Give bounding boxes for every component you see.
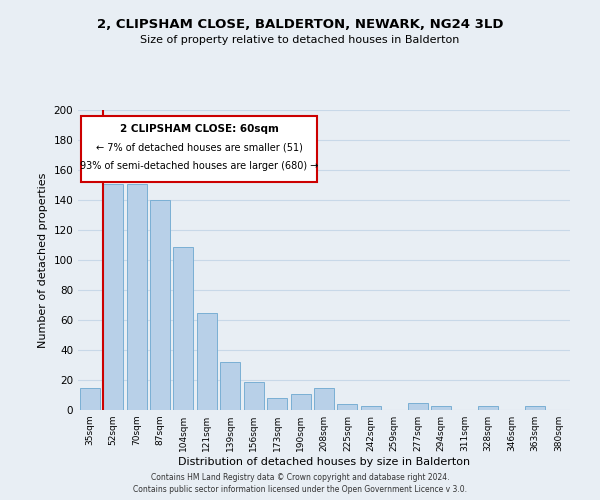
Text: 2, CLIPSHAM CLOSE, BALDERTON, NEWARK, NG24 3LD: 2, CLIPSHAM CLOSE, BALDERTON, NEWARK, NG… <box>97 18 503 30</box>
Y-axis label: Number of detached properties: Number of detached properties <box>38 172 48 348</box>
Bar <box>103 184 123 410</box>
Bar <box>173 246 193 410</box>
Bar <box>267 398 287 410</box>
Bar <box>150 200 170 410</box>
Bar <box>525 406 545 410</box>
Bar <box>80 388 100 410</box>
Bar <box>127 184 146 410</box>
X-axis label: Distribution of detached houses by size in Balderton: Distribution of detached houses by size … <box>178 457 470 467</box>
Text: Size of property relative to detached houses in Balderton: Size of property relative to detached ho… <box>140 35 460 45</box>
Bar <box>361 406 381 410</box>
Bar <box>197 312 217 410</box>
Bar <box>478 406 498 410</box>
Bar <box>290 394 311 410</box>
Bar <box>220 362 240 410</box>
Text: ← 7% of detached houses are smaller (51): ← 7% of detached houses are smaller (51) <box>95 142 302 152</box>
Text: Contains HM Land Registry data © Crown copyright and database right 2024.: Contains HM Land Registry data © Crown c… <box>151 473 449 482</box>
Bar <box>408 402 428 410</box>
Bar <box>244 382 263 410</box>
Text: Contains public sector information licensed under the Open Government Licence v : Contains public sector information licen… <box>133 484 467 494</box>
Text: 2 CLIPSHAM CLOSE: 60sqm: 2 CLIPSHAM CLOSE: 60sqm <box>119 124 278 134</box>
Bar <box>337 404 358 410</box>
Bar <box>314 388 334 410</box>
Text: 93% of semi-detached houses are larger (680) →: 93% of semi-detached houses are larger (… <box>80 161 318 171</box>
Bar <box>431 406 451 410</box>
